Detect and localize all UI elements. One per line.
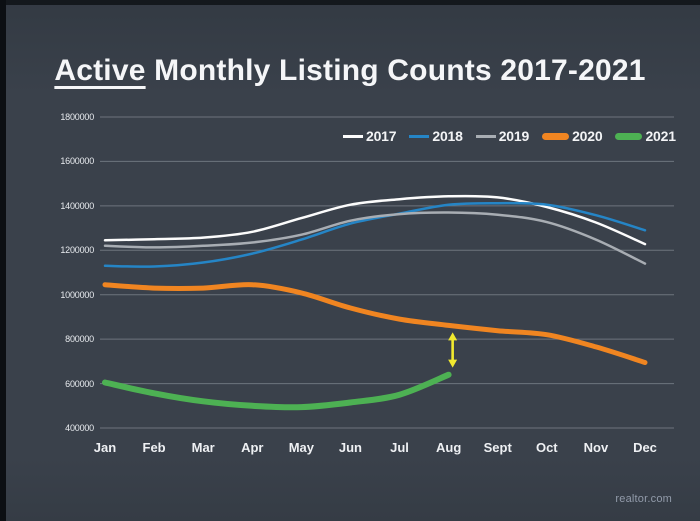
legend-item-2021: 2021 bbox=[615, 128, 676, 144]
series-line-2019 bbox=[103, 211, 647, 265]
title-rest: Monthly Listing Counts 2017-2021 bbox=[145, 54, 646, 88]
y-axis-label: 1400000 bbox=[60, 200, 94, 211]
page-title: Active Monthly Listing Counts 2017-2021 bbox=[0, 54, 700, 88]
legend-label: 2017 bbox=[366, 128, 397, 144]
legend-swatch-2019 bbox=[475, 134, 496, 138]
watermark: realtor.com bbox=[615, 493, 672, 505]
y-axis-label: 1200000 bbox=[60, 245, 94, 256]
x-axis-label: Apr bbox=[241, 440, 264, 455]
y-axis-label: 1000000 bbox=[60, 289, 94, 300]
legend-label: 2020 bbox=[572, 128, 603, 144]
x-axis-label: Feb bbox=[142, 440, 166, 455]
x-axis-label: Jan bbox=[93, 440, 117, 455]
top-edge-bar bbox=[0, 0, 700, 5]
series-line-2021 bbox=[102, 371, 452, 411]
series-line-2018 bbox=[103, 201, 647, 268]
x-axis-label: Jul bbox=[390, 440, 409, 455]
legend-item-2017: 2017 bbox=[343, 128, 397, 144]
legend-label: 2018 bbox=[432, 128, 463, 144]
x-axis-label: Aug bbox=[435, 440, 462, 455]
legend-swatch-2020 bbox=[542, 132, 570, 140]
legend-label: 2019 bbox=[498, 128, 530, 144]
y-axis-label: 600000 bbox=[65, 378, 94, 389]
x-axis-label: Dec bbox=[633, 440, 657, 455]
legend-label: 2021 bbox=[645, 128, 676, 144]
legend-swatch-2017 bbox=[343, 134, 363, 138]
x-axis-label: Mar bbox=[191, 440, 215, 455]
legend-item-2019: 2019 bbox=[475, 128, 530, 144]
x-axis-label: Sept bbox=[483, 440, 512, 455]
left-edge-bar bbox=[0, 0, 6, 521]
series-line-2017 bbox=[103, 194, 647, 246]
x-axis-label: Nov bbox=[583, 440, 609, 455]
x-axis-label: Jun bbox=[338, 440, 363, 455]
y-axis-label: 1800000 bbox=[60, 112, 94, 122]
arrow-head-up bbox=[448, 332, 458, 341]
chart-legend: 2017 2018 2019 2020 2021 bbox=[343, 126, 676, 146]
title-underlined-word: Active bbox=[54, 54, 146, 88]
legend-item-2020: 2020 bbox=[542, 128, 603, 144]
legend-item-2018: 2018 bbox=[409, 128, 463, 144]
legend-swatch-2021 bbox=[615, 132, 643, 140]
y-axis-label: 400000 bbox=[65, 423, 94, 433]
y-axis-label: 1600000 bbox=[60, 156, 94, 167]
series-line-2020 bbox=[102, 282, 648, 365]
arrow-head-down bbox=[448, 359, 458, 368]
x-axis-label: May bbox=[288, 440, 314, 455]
y-axis-label: 800000 bbox=[65, 334, 94, 345]
legend-swatch-2018 bbox=[409, 134, 430, 138]
x-axis-label: Oct bbox=[535, 440, 558, 455]
